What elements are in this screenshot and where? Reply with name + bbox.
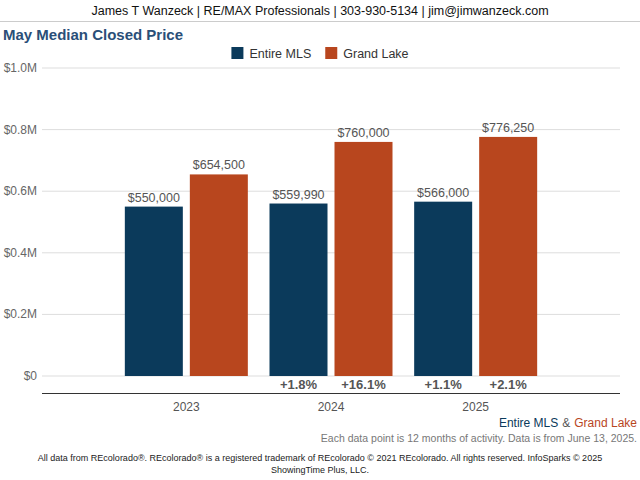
joiner: & <box>562 416 570 430</box>
header: James T Wanzeck | RE/MAX Professionals |… <box>91 4 548 18</box>
x-axis <box>42 393 620 394</box>
x-tick-label: 2023 <box>173 400 200 414</box>
series-name: Grand Lake <box>574 416 637 430</box>
change-label: +2.1% <box>490 377 528 392</box>
bars <box>125 137 537 376</box>
y-tick-label: $0.8M <box>4 123 37 137</box>
bar <box>479 137 537 376</box>
y-tick-label: $0 <box>24 369 38 383</box>
y-tick-label: $0.4M <box>4 246 37 260</box>
data-labels: $550,000 $559,990 +1.8% $566,000 +1.1% $654,5… <box>128 121 535 392</box>
grid-line <box>42 68 620 69</box>
y-tick-label: $0.2M <box>4 307 37 321</box>
x-tick-label: 2024 <box>318 400 345 414</box>
bar <box>335 142 393 376</box>
note: Each data point is 12 months of activity… <box>321 432 637 444</box>
grid <box>42 68 620 376</box>
title: May Median Closed Price <box>3 26 183 43</box>
data-label: $559,990 <box>272 188 324 202</box>
footer: ShowingTime Plus, LLC. <box>271 465 369 475</box>
bar <box>125 207 183 376</box>
x-tick-label: 2025 <box>462 400 489 414</box>
chart: James T Wanzeck | RE/MAX Professionals |… <box>0 0 640 480</box>
data-label: $760,000 <box>337 126 389 140</box>
header-rule <box>0 21 640 22</box>
bar <box>270 204 328 376</box>
legend-swatch <box>325 47 337 59</box>
footer: All data from REcolorado®. REcolorado® i… <box>38 453 602 463</box>
legend-label: Grand Lake <box>343 47 408 61</box>
data-label: $566,000 <box>417 186 469 200</box>
y-tick-label: $0.6M <box>4 184 37 198</box>
series-name: Entire MLS <box>499 416 558 430</box>
change-label: +16.1% <box>341 377 386 392</box>
legend-label: Entire MLS <box>249 47 311 61</box>
change-label: +1.8% <box>280 377 318 392</box>
change-label: +1.1% <box>425 377 463 392</box>
bar <box>190 174 248 376</box>
series-note: Entire MLS&Grand Lake <box>499 416 637 430</box>
bar <box>414 202 472 376</box>
legend: Entire MLS Grand Lake <box>231 47 408 61</box>
y-tick-label: $1.0M <box>4 61 37 75</box>
legend-swatch <box>231 47 243 59</box>
data-label: $654,500 <box>193 158 245 172</box>
data-label: $776,250 <box>482 121 534 135</box>
data-label: $550,000 <box>128 191 180 205</box>
